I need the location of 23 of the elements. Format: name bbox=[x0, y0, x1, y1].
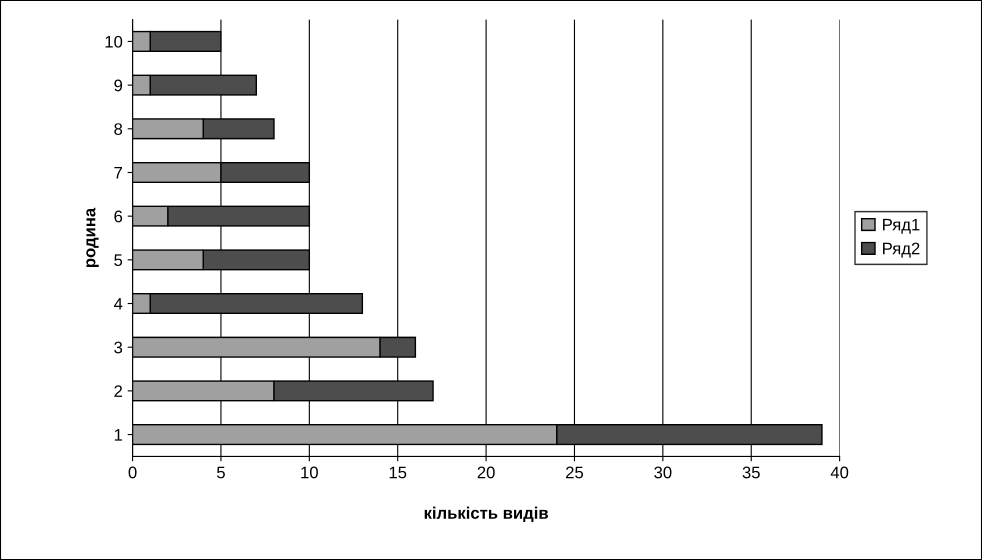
x-tick-label: 25 bbox=[566, 466, 584, 478]
x-tick-label: 5 bbox=[216, 466, 225, 478]
x-tick-label: 0 bbox=[128, 466, 137, 478]
legend-label: Ряд2 bbox=[883, 242, 920, 258]
y-tick-label: 5 bbox=[114, 254, 122, 266]
y-tick-label: 2 bbox=[114, 385, 122, 397]
legend-label: Ряд1 bbox=[883, 218, 920, 234]
x-tick-label: 10 bbox=[301, 466, 318, 478]
x-tick-label: 40 bbox=[830, 466, 848, 478]
x-tick-label: 20 bbox=[478, 466, 495, 478]
y-tick-label: 9 bbox=[114, 80, 122, 92]
y-tick-label: 1 bbox=[114, 429, 122, 441]
x-axis-title: кількість видів bbox=[424, 506, 548, 522]
y-tick-label: 6 bbox=[114, 210, 122, 222]
y-tick-label: 8 bbox=[114, 123, 122, 136]
x-tick-label: 15 bbox=[390, 466, 406, 478]
x-tick-label: 35 bbox=[742, 466, 760, 478]
y-tick-label: 7 bbox=[114, 167, 122, 179]
y-tick-label: 4 bbox=[114, 298, 122, 310]
x-tick-label: 30 bbox=[654, 466, 672, 478]
y-tick-label: 3 bbox=[114, 342, 122, 354]
y-tick-label: 10 bbox=[106, 36, 122, 48]
y-axis-title: родина bbox=[86, 208, 99, 268]
